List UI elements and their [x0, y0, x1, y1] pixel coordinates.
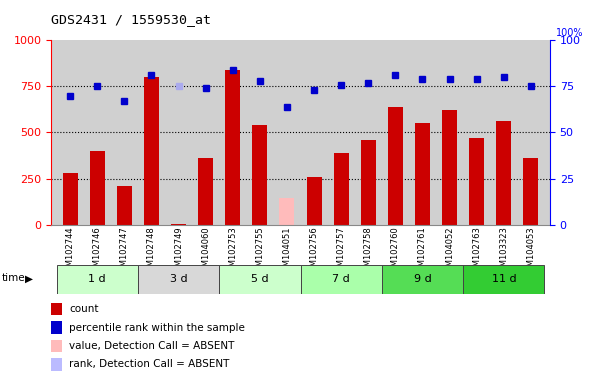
Bar	[279, 198, 294, 225]
Text: value, Detection Call = ABSENT: value, Detection Call = ABSENT	[69, 341, 234, 351]
Bar	[252, 125, 267, 225]
Text: 11 d: 11 d	[492, 274, 516, 285]
Bar	[382, 265, 463, 294]
Text: rank, Detection Call = ABSENT: rank, Detection Call = ABSENT	[69, 359, 230, 369]
Text: 1 d: 1 d	[88, 274, 106, 285]
Bar	[300, 265, 382, 294]
Text: ▶: ▶	[25, 273, 33, 283]
Bar	[496, 121, 511, 225]
Bar	[442, 110, 457, 225]
Bar	[469, 138, 484, 225]
Bar	[463, 265, 545, 294]
Bar	[144, 77, 159, 225]
Bar	[117, 186, 132, 225]
Bar	[219, 265, 300, 294]
Text: 9 d: 9 d	[413, 274, 432, 285]
Bar	[334, 153, 349, 225]
Text: 100%: 100%	[555, 28, 583, 38]
Bar	[56, 265, 138, 294]
Bar	[63, 173, 78, 225]
Bar	[198, 158, 213, 225]
Bar	[415, 123, 430, 225]
Bar	[388, 107, 403, 225]
Text: 3 d: 3 d	[169, 274, 188, 285]
Text: 5 d: 5 d	[251, 274, 269, 285]
Text: 7 d: 7 d	[332, 274, 350, 285]
Bar	[307, 177, 322, 225]
Text: time: time	[1, 273, 25, 283]
Text: percentile rank within the sample: percentile rank within the sample	[69, 323, 245, 333]
Text: count: count	[69, 304, 99, 314]
Bar	[523, 158, 538, 225]
Bar	[361, 140, 376, 225]
Text: GDS2431 / 1559530_at: GDS2431 / 1559530_at	[51, 13, 211, 26]
Bar	[171, 224, 186, 225]
Bar	[90, 151, 105, 225]
Bar	[138, 265, 219, 294]
Bar	[225, 70, 240, 225]
